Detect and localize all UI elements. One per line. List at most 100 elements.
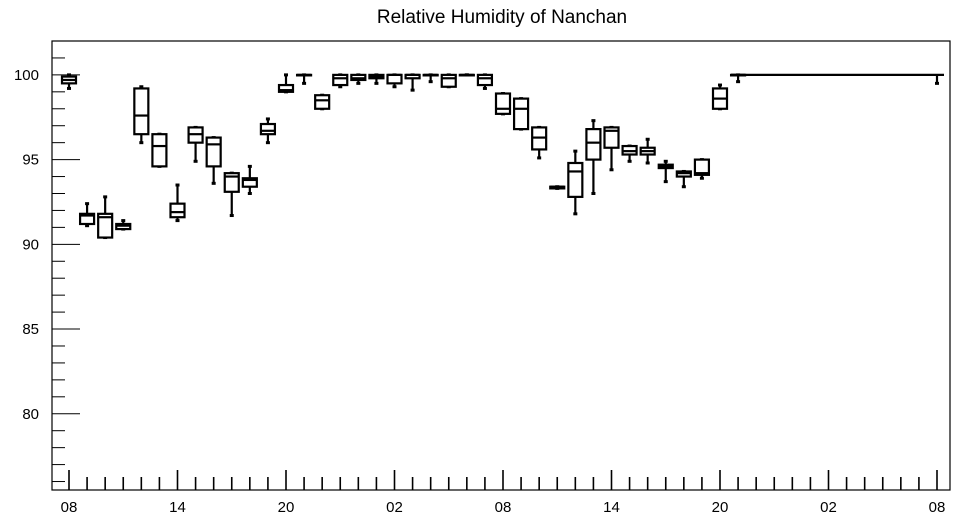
box-plot-hour: [277, 73, 295, 94]
whisker-cap-bottom: [193, 159, 198, 163]
end-whisker-cap: [935, 81, 939, 85]
whisker-cap-bottom: [175, 219, 180, 223]
whisker-cap-bottom: [410, 88, 415, 92]
box-plot-hour: [223, 171, 240, 218]
whisker-cap-bottom: [302, 81, 307, 85]
box-iqr: [512, 97, 530, 131]
whisker-cap-top: [284, 73, 288, 77]
box-plot-hour: [60, 73, 78, 90]
y-tick-label: 95: [22, 152, 39, 169]
box-iqr: [277, 83, 295, 93]
box-plot-hour: [295, 73, 313, 85]
box-plot-hour: [332, 73, 349, 89]
box-iqr: [585, 128, 602, 161]
whisker-cap-bottom: [482, 86, 487, 90]
whisker-cap-bottom: [374, 81, 379, 85]
whisker-cap-bottom: [428, 80, 433, 84]
box-plot-hour: [78, 202, 96, 228]
y-tick-label: 80: [22, 406, 39, 423]
box-iqr: [567, 161, 584, 198]
box-iqr: [259, 122, 277, 136]
box-plot-hour: [115, 219, 132, 231]
box-plot-hour: [531, 125, 548, 160]
whisker-cap-bottom: [573, 212, 578, 216]
whisker-cap-top: [175, 183, 180, 187]
box-iqr: [476, 73, 494, 87]
x-tick-label: 08: [495, 499, 512, 516]
box-plot-hour: [549, 185, 566, 190]
box-plot-hour: [350, 73, 367, 85]
box-iqr: [223, 172, 240, 193]
whisker-cap-top: [67, 73, 71, 77]
box-plot-hour: [368, 73, 385, 85]
box-iqr: [386, 73, 403, 85]
box-plot-hour: [422, 73, 439, 84]
whisker-cap-top: [85, 202, 90, 206]
whisker-cap-top: [139, 85, 144, 89]
box-plot-hour: [386, 73, 403, 89]
box-plot-hour: [693, 158, 711, 180]
whisker-cap-bottom: [85, 224, 90, 228]
whisker-cap-top: [663, 159, 668, 163]
y-tick-label: 85: [22, 321, 39, 338]
box-plot-hour: [97, 195, 114, 240]
box-iqr: [151, 133, 168, 168]
box-iqr: [693, 158, 711, 176]
box-plot-hour: [169, 183, 186, 223]
whisker-cap-bottom: [591, 191, 596, 195]
x-axis: 08 14 20 02 08 14 20 02 08: [61, 470, 946, 516]
box-plot-hour: [259, 117, 277, 145]
box-series: [60, 73, 944, 240]
whisker-cap-bottom: [645, 161, 650, 165]
whisker-cap-top: [265, 117, 270, 121]
box-plot-hour: [187, 125, 204, 163]
box-iqr: [494, 92, 512, 115]
x-tick-label: 20: [712, 499, 729, 516]
box-iqr: [241, 177, 258, 188]
box-iqr: [440, 73, 457, 88]
box-iqr: [314, 94, 331, 110]
whisker-cap-bottom: [537, 156, 542, 160]
whisker-cap-bottom: [609, 168, 614, 172]
box-plot-hour: [440, 73, 457, 89]
plot-frame: [51, 40, 951, 491]
y-tick-label: 100: [14, 67, 39, 84]
box-iqr: [169, 202, 186, 219]
whisker-cap-bottom: [338, 85, 343, 89]
x-tick-label: 08: [929, 499, 946, 516]
box-plot-hour: [675, 169, 692, 189]
whisker-cap-top: [645, 137, 650, 141]
box-plot-hour: [151, 132, 168, 168]
x-tick-label: 14: [169, 499, 186, 516]
x-tick-label: 02: [386, 499, 403, 516]
y-axis: 80 85 90 95 100: [14, 40, 80, 483]
box-plot-hour: [603, 125, 620, 172]
whisker-cap-bottom: [247, 191, 252, 195]
whisker-cap-bottom: [265, 141, 270, 145]
box-iqr: [78, 212, 96, 226]
box-iqr: [133, 87, 150, 136]
whisker-cap-bottom: [392, 85, 397, 89]
whisker-cap-top: [718, 83, 722, 87]
box-iqr: [603, 126, 620, 149]
whisker-cap-bottom: [663, 180, 668, 184]
whisker-cap-top: [103, 195, 108, 199]
box-plot-hour: [314, 93, 331, 111]
box-plot-hour: [458, 73, 475, 77]
whisker-cap-bottom: [699, 176, 704, 180]
box-plot-hour: [476, 73, 494, 90]
whisker-cap-bottom: [211, 181, 216, 185]
whisker-cap-top: [591, 119, 596, 123]
whisker-cap-bottom: [67, 86, 71, 90]
box-plot-hour: [567, 149, 584, 216]
whisker-cap-bottom: [681, 185, 686, 189]
whisker-cap-bottom: [736, 80, 741, 84]
whisker-cap-bottom: [356, 81, 361, 85]
box-plot-hour: [133, 85, 150, 145]
y-tick-label: 90: [22, 236, 39, 253]
box-plot-hour: [711, 83, 729, 111]
whisker-cap-bottom: [229, 214, 234, 218]
x-tick-label: 14: [603, 499, 620, 516]
box-plot-hour: [205, 136, 222, 185]
